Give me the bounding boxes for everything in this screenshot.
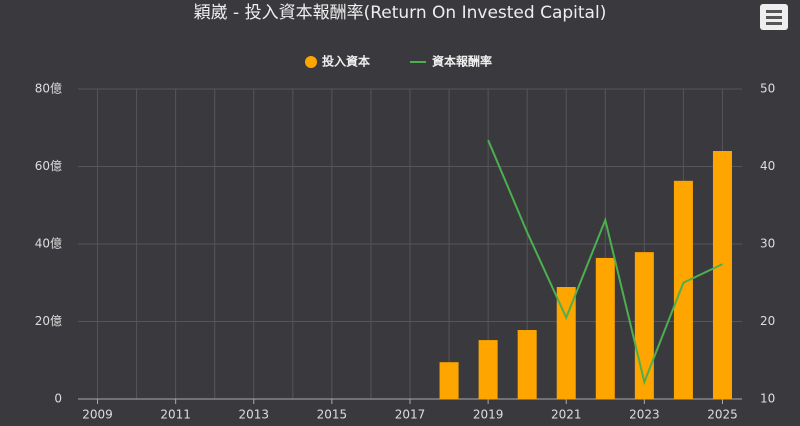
y-tick-label: 80億 — [35, 82, 62, 96]
bar — [478, 340, 498, 399]
bar — [673, 180, 693, 399]
legend-label: 資本報酬率 — [432, 54, 492, 69]
menu-bar — [766, 16, 782, 19]
y2-tick-label: 10 — [760, 392, 775, 406]
legend: 投入資本 資本報酬率 — [305, 54, 492, 69]
y2-tick-label: 20 — [760, 314, 775, 328]
x-tick-label: 2021 — [551, 408, 582, 422]
y2-tick-label: 40 — [760, 159, 775, 173]
bar — [595, 257, 615, 399]
x-tick-label: 2017 — [395, 408, 426, 422]
x-tick-label: 2025 — [707, 408, 738, 422]
legend-label: 投入資本 — [322, 54, 370, 69]
y-tick-label: 40億 — [35, 237, 62, 251]
y-tick-label: 0 — [54, 392, 62, 406]
menu-button[interactable] — [760, 4, 788, 30]
bar — [634, 252, 654, 399]
x-tick-label: 2009 — [82, 408, 113, 422]
y-tick-label: 20億 — [35, 314, 62, 328]
bar — [556, 287, 576, 399]
menu-bar — [766, 22, 782, 25]
chart-title: 穎崴 - 投入資本報酬率(Return On Invested Capital) — [194, 3, 607, 23]
y2-tick-label: 50 — [760, 82, 775, 96]
bar — [439, 362, 459, 399]
legend-swatch — [305, 56, 317, 68]
x-tick-label: 2023 — [629, 408, 660, 422]
line — [487, 139, 723, 386]
x-tick-label: 2013 — [238, 408, 269, 422]
x-tick-label: 2015 — [317, 408, 348, 422]
bar — [712, 151, 732, 399]
y2-tick-label: 30 — [760, 237, 775, 251]
x-tick-label: 2011 — [160, 408, 191, 422]
y-tick-label: 60億 — [35, 159, 62, 173]
bar — [517, 330, 537, 399]
x-tick-label: 2019 — [473, 408, 504, 422]
menu-bar — [766, 10, 782, 13]
